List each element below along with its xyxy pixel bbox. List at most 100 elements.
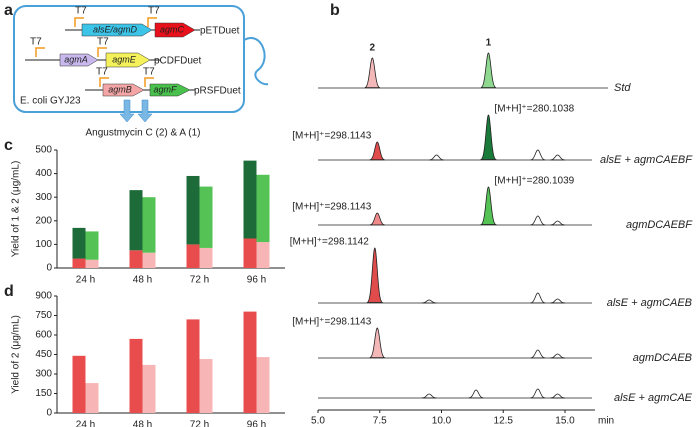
peak	[480, 52, 497, 89]
bar	[256, 242, 270, 268]
peak-annotation: [M+H]⁺=298.1143	[292, 317, 371, 328]
plasmid-label: pRSFDuet	[194, 86, 241, 97]
gene	[59, 53, 99, 67]
host-label: E. coli GYJ23	[20, 96, 81, 107]
bar	[142, 364, 156, 413]
promoter-label: T7	[30, 37, 42, 48]
x-tick-label: 48 h	[133, 420, 152, 427]
x-tick-label: 12.5	[494, 416, 514, 427]
peak	[550, 298, 566, 304]
peak-annotation: [M+H]⁺=280.1038	[494, 104, 574, 115]
peak	[530, 215, 546, 226]
gene	[105, 52, 151, 68]
peak	[468, 389, 484, 399]
y-tick-label: 300	[35, 192, 52, 203]
promoter	[99, 77, 109, 87]
promoter	[147, 17, 157, 27]
peak-annotation: [M+H]⁺=280.1039	[494, 176, 574, 187]
bar	[142, 252, 156, 268]
trace-label: alsE + agmCAEBF	[600, 154, 693, 166]
x-tick-label: 7.5	[373, 416, 387, 427]
flagellum	[243, 37, 269, 86]
bar	[199, 247, 213, 268]
bar	[85, 259, 99, 268]
arrow	[119, 99, 135, 123]
peak-label: 2	[370, 43, 376, 54]
bar	[243, 238, 257, 268]
peak-annotation: [M+H]⁺=298.1143	[292, 202, 371, 213]
y-tick-label: 0	[46, 263, 52, 274]
peak	[364, 57, 380, 89]
y-tick-label: 600	[35, 330, 52, 341]
y-tick-label: 900	[35, 291, 52, 302]
promoter	[74, 17, 84, 27]
peak	[550, 393, 566, 399]
bar	[256, 357, 270, 413]
plasmid-label: pCDFDuet	[154, 56, 201, 67]
trace-label: alsE + agmCAEB	[607, 297, 692, 309]
gene-label: agmE	[112, 54, 137, 64]
peak	[479, 114, 498, 160]
panel-label: d	[4, 283, 14, 300]
promoter-label: T7	[143, 67, 155, 78]
y-axis-label: Yield of 1 & 2 (μg/mL)	[11, 161, 22, 258]
y-tick-label: 100	[35, 239, 52, 250]
x-tick-label: 72 h	[190, 275, 209, 286]
gene-label: alsE/agmD	[93, 24, 138, 34]
trace-label: Std	[614, 82, 631, 94]
gene	[149, 83, 191, 97]
peak	[429, 154, 444, 161]
bar	[243, 311, 257, 413]
peak	[550, 154, 566, 161]
y-tick-label: 400	[35, 168, 52, 179]
peak	[530, 349, 546, 359]
x-tick-label: 96 h	[247, 420, 266, 427]
peak	[550, 353, 566, 359]
peak	[369, 141, 385, 161]
bar	[72, 227, 86, 259]
y-tick-label: 750	[35, 310, 52, 321]
x-tick-label: 24 h	[76, 420, 95, 427]
peak	[479, 186, 498, 225]
gene-label: agmB	[108, 84, 132, 94]
bar	[72, 258, 86, 268]
plasmid-label: pETDuet	[200, 26, 240, 37]
x-tick-label: 5.0	[311, 416, 325, 427]
promoter-label: T7	[96, 67, 108, 78]
bar	[85, 383, 99, 413]
x-tick-label: 24 h	[76, 275, 95, 286]
gene	[154, 22, 196, 38]
gene-label: agmC	[160, 24, 185, 34]
panel-label: c	[4, 137, 13, 154]
diagram: T7 T7 alsE/agmD agmC pETDuet T7 T7 agmA …	[13, 5, 269, 139]
y-tick-label: 500	[35, 145, 52, 156]
bar	[129, 190, 143, 251]
y-tick-label: 150	[35, 388, 52, 399]
bar	[199, 186, 213, 248]
y-tick-label: 200	[35, 215, 52, 226]
panel-label: b	[330, 2, 340, 19]
bar	[186, 244, 200, 268]
peak	[530, 149, 546, 161]
bar	[72, 355, 86, 413]
peak	[369, 327, 385, 359]
x-axis-label: min	[598, 416, 614, 427]
peak-annotation: [M+H]⁺=298.1143	[292, 131, 371, 142]
x-tick-label: 15.0	[555, 416, 575, 427]
peak	[421, 299, 437, 304]
y-tick-label: 300	[35, 369, 52, 380]
gene-label: agmF	[153, 84, 177, 94]
bar	[243, 160, 257, 239]
bar	[129, 338, 143, 413]
peak	[550, 220, 566, 226]
gene-label: agmA	[64, 54, 88, 64]
bar	[256, 174, 270, 243]
peak-label: 1	[486, 38, 492, 49]
promoter	[144, 77, 154, 87]
gene	[102, 83, 145, 97]
bar	[186, 319, 200, 413]
y-tick-label: 450	[35, 349, 52, 360]
peak	[369, 212, 385, 226]
x-tick-label: 10.0	[432, 416, 452, 427]
